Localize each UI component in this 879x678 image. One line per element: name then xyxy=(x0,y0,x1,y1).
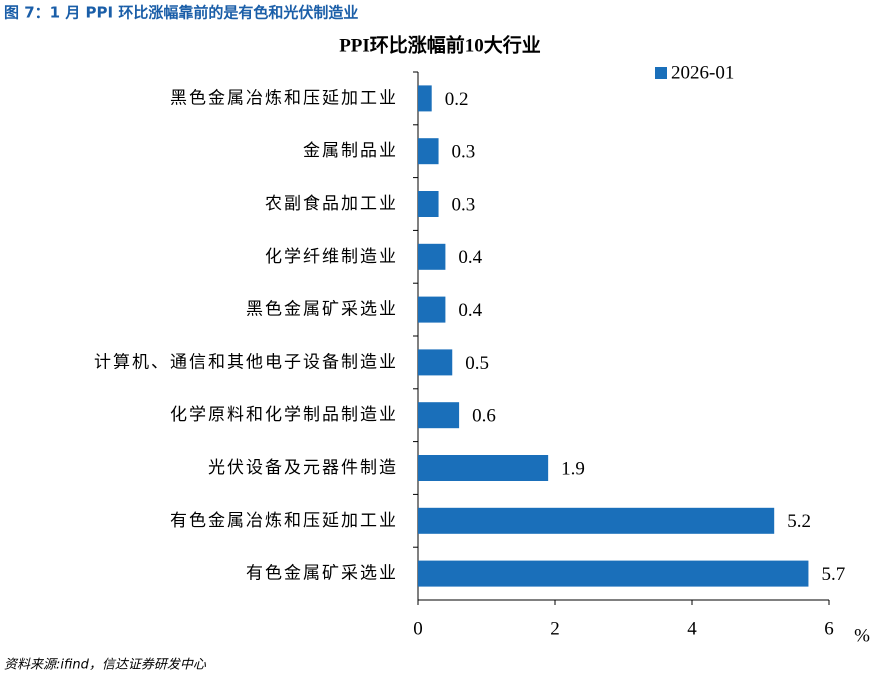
y-tick-label: 有色金属矿采选业 xyxy=(246,564,398,584)
bar xyxy=(418,243,446,270)
bar xyxy=(418,560,809,587)
y-tick-label: 黑色金属冶炼和压延加工业 xyxy=(170,88,398,108)
value-label: 0.4 xyxy=(458,300,482,321)
bar xyxy=(418,349,453,376)
bar xyxy=(418,191,439,217)
value-label: 5.7 xyxy=(821,564,845,585)
legend-swatch xyxy=(655,67,667,79)
value-label: 0.5 xyxy=(465,353,489,374)
y-tick-label: 金属制品业 xyxy=(303,141,398,161)
value-label: 0.3 xyxy=(452,194,476,215)
bar xyxy=(418,85,432,112)
value-label: 0.2 xyxy=(445,89,469,110)
x-tick-label: 4 xyxy=(687,618,697,639)
y-tick-label: 农副食品加工业 xyxy=(265,194,398,214)
value-label: 0.6 xyxy=(472,406,496,427)
figure-caption: 图 7：1 月 PPI 环比涨幅靠前的是有色和光伏制造业 xyxy=(4,4,358,22)
bar xyxy=(418,402,460,429)
y-tick-label: 光伏设备及元器件制造 xyxy=(208,458,398,478)
value-label: 0.3 xyxy=(452,142,476,163)
y-tick-label: 化学纤维制造业 xyxy=(265,247,398,267)
bar xyxy=(418,507,775,534)
value-label: 5.2 xyxy=(787,511,811,532)
x-tick-label: 2 xyxy=(550,618,560,639)
source-note: 资料来源:ifind，信达证券研发中心 xyxy=(4,658,207,673)
x-tick-label: 6 xyxy=(824,618,834,639)
y-tick-label: 黑色金属矿采选业 xyxy=(246,300,398,320)
y-tick-label: 计算机、通信和其他电子设备制造业 xyxy=(94,352,398,372)
chart-title: PPI环比涨幅前10大行业 xyxy=(339,33,541,56)
bar xyxy=(418,296,446,323)
y-tick-label: 有色金属冶炼和压延加工业 xyxy=(170,511,398,531)
y-tick-label: 化学原料和化学制品制造业 xyxy=(170,405,398,425)
bar xyxy=(418,138,439,165)
legend-label: 2026-01 xyxy=(671,62,734,83)
value-label: 0.4 xyxy=(458,247,482,268)
x-tick-label: 0 xyxy=(413,618,423,639)
x-axis-unit: % xyxy=(854,625,870,646)
bar xyxy=(418,455,549,481)
value-label: 1.9 xyxy=(561,458,585,479)
